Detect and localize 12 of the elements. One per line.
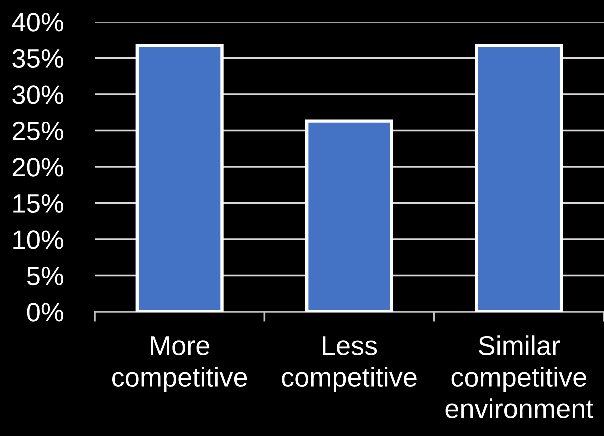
y-tick-label: 35%: [12, 49, 64, 68]
y-tick-label: 5%: [27, 267, 64, 286]
y-tick-label: 40%: [12, 13, 64, 32]
y-tick-label: 30%: [12, 86, 64, 104]
x-tick-label: Less competitive: [282, 336, 417, 392]
x-tick-label: More competitive: [112, 336, 248, 392]
y-tick-label: 0%: [27, 303, 64, 322]
y-tick-label: 10%: [14, 230, 64, 250]
y-tick-label: 15%: [14, 194, 64, 214]
x-tick-label: Similar competitive environment: [446, 336, 594, 419]
y-tick-label: 25%: [12, 122, 64, 141]
y-tick-label: 20%: [12, 158, 64, 177]
